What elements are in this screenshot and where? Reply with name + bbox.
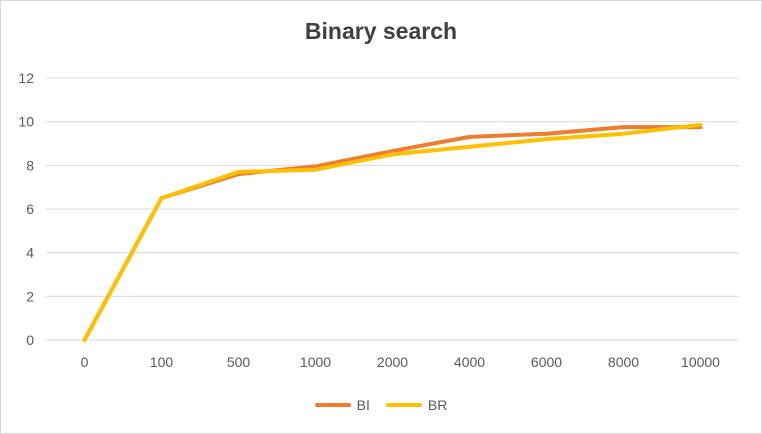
y-tick-label: 2 — [26, 288, 34, 304]
legend-swatch-bi — [314, 403, 351, 407]
x-tick-label: 100 — [150, 354, 174, 370]
legend-label-bi: BI — [356, 397, 370, 413]
x-tick-label: 10000 — [681, 354, 720, 370]
legend-swatch-br — [385, 403, 422, 407]
x-tick-label: 0 — [81, 354, 89, 370]
y-tick-label: 10 — [18, 114, 34, 130]
x-tick-label: 500 — [227, 354, 251, 370]
series-lines — [82, 122, 703, 342]
y-tick-label: 12 — [18, 70, 34, 86]
x-tick-label: 1000 — [300, 354, 331, 370]
series-line-br — [82, 122, 703, 342]
legend-item-bi: BI — [314, 397, 370, 413]
gridlines — [46, 77, 739, 341]
y-tick-label: 6 — [26, 201, 34, 217]
y-axis-ticks: 0 2 4 6 8 10 12 — [18, 70, 34, 348]
x-tick-label: 4000 — [454, 354, 485, 370]
x-tick-label: 8000 — [608, 354, 639, 370]
legend-item-br: BR — [385, 397, 448, 413]
x-tick-label: 6000 — [531, 354, 562, 370]
y-tick-label: 0 — [26, 332, 34, 348]
y-tick-label: 8 — [26, 157, 34, 173]
x-tick-label: 2000 — [377, 354, 408, 370]
series-line-bi — [82, 125, 703, 342]
chart-title: Binary search — [304, 18, 458, 44]
x-axis-ticks: 0 100 500 1000 2000 4000 6000 8000 10000 — [81, 354, 721, 370]
legend: BI BR — [1, 397, 761, 413]
y-tick-label: 4 — [26, 245, 34, 261]
legend-label-br: BR — [427, 397, 448, 413]
